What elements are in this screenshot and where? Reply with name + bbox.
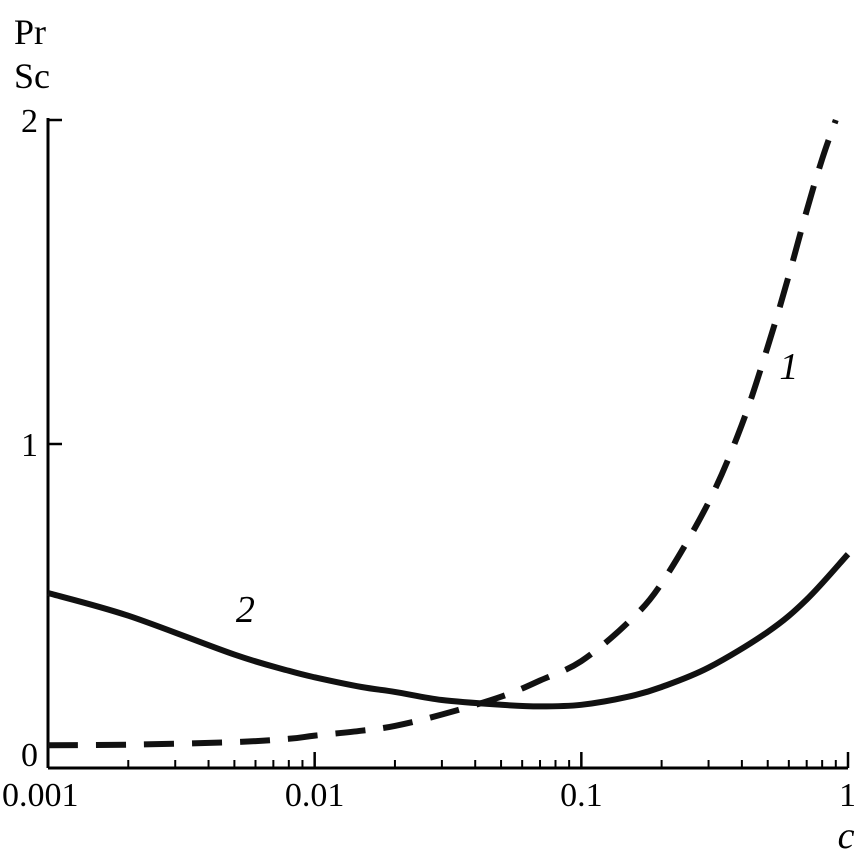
series-layer	[47, 118, 851, 749]
y-tick-label: 2	[21, 103, 38, 140]
y-tick-label: 1	[21, 427, 38, 464]
series-1-line	[47, 118, 839, 749]
x-tick-label: 0.01	[285, 777, 345, 814]
y-axis-title-line: Pr	[14, 12, 46, 52]
y-axis-title-line: Sc	[14, 56, 50, 96]
series-2-line	[47, 552, 851, 710]
x-tick-label: 1	[839, 777, 856, 814]
series-2-label: 2	[236, 589, 255, 631]
y-tick-label: 0	[21, 737, 38, 774]
axes	[46, 118, 848, 770]
ticks: 0 1 2 0.001 0.01 0.1 1	[2, 103, 856, 814]
series-1-label: 1	[779, 346, 798, 388]
x-tick-label: 0.1	[560, 777, 603, 814]
x-tick-label: 0.001	[2, 777, 79, 814]
x-axis-title: c	[838, 815, 855, 856]
